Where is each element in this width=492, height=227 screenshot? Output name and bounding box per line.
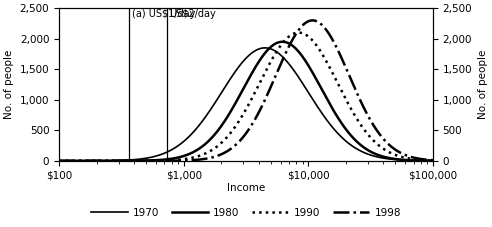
1980 xyxy=(228,110,234,112)
1990 xyxy=(238,117,244,119)
1980 xyxy=(351,137,357,140)
Legend: 1970, 1980, 1990, 1998: 1970, 1980, 1990, 1998 xyxy=(87,203,405,222)
1998 xyxy=(238,138,244,141)
1970 xyxy=(419,159,425,162)
Text: (a) US$1/day: (a) US$1/day xyxy=(132,9,195,19)
1998 xyxy=(75,159,81,162)
Text: US$2/day: US$2/day xyxy=(169,9,216,19)
1980 xyxy=(238,92,244,95)
1980 xyxy=(419,159,425,162)
1980 xyxy=(279,40,285,43)
1990 xyxy=(75,159,81,162)
1998 xyxy=(56,159,62,162)
1990 xyxy=(228,131,234,134)
1998 xyxy=(351,84,357,87)
1998 xyxy=(309,19,315,22)
1990 xyxy=(419,159,425,161)
1970 xyxy=(228,76,234,79)
Y-axis label: No. of people: No. of people xyxy=(4,50,14,119)
1970 xyxy=(75,159,81,162)
1970 xyxy=(56,159,62,162)
X-axis label: Income: Income xyxy=(227,183,265,193)
1990 xyxy=(430,159,436,162)
1990 xyxy=(56,159,62,162)
Y-axis label: No. of people: No. of people xyxy=(478,50,488,119)
1980 xyxy=(56,159,62,162)
Line: 1990: 1990 xyxy=(59,33,433,161)
1970 xyxy=(351,146,357,148)
1990 xyxy=(419,159,425,161)
Line: 1980: 1980 xyxy=(59,42,433,161)
1998 xyxy=(430,159,436,162)
1990 xyxy=(296,31,302,34)
1970 xyxy=(419,159,425,162)
1998 xyxy=(228,147,234,150)
1980 xyxy=(419,159,425,162)
Line: 1998: 1998 xyxy=(59,20,433,161)
1980 xyxy=(75,159,81,162)
1970 xyxy=(430,159,436,162)
1970 xyxy=(238,63,244,65)
1998 xyxy=(419,158,425,160)
1990 xyxy=(351,112,357,115)
1998 xyxy=(419,158,425,160)
Line: 1970: 1970 xyxy=(59,48,433,161)
1970 xyxy=(262,47,268,49)
1980 xyxy=(430,159,436,162)
